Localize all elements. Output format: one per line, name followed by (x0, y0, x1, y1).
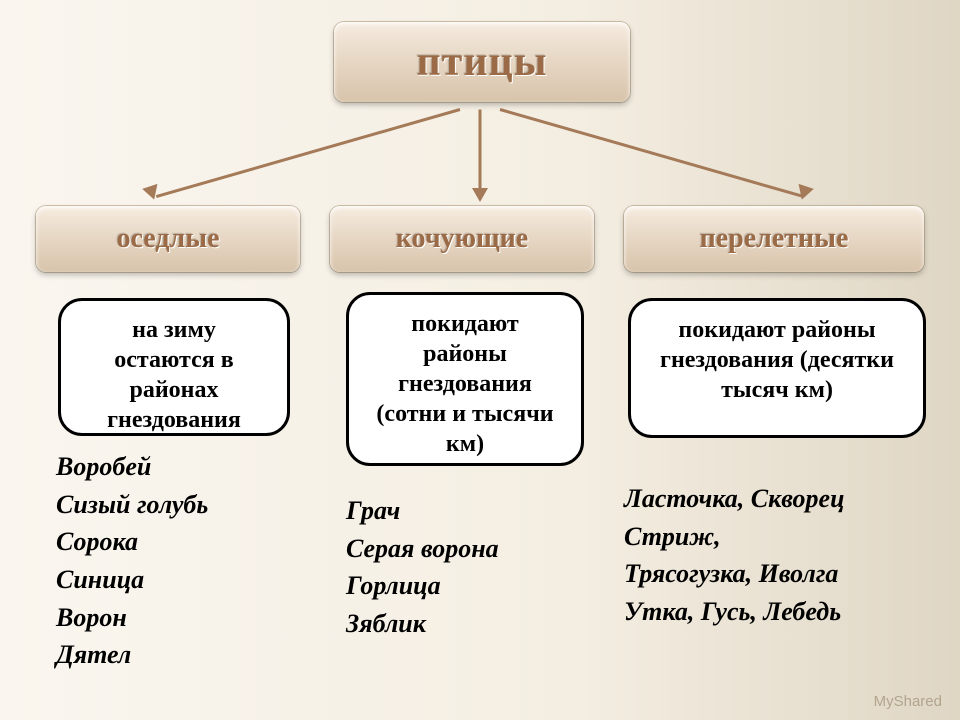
category-desc-0: на зиму остаются в районах гнездования (58, 298, 290, 436)
root-box: птицы (334, 22, 630, 102)
arrow-head (472, 188, 488, 202)
category-label: оседлые (117, 223, 220, 255)
category-box-1: кочующие (330, 206, 594, 272)
category-examples-2: Ласточка, Скворец Стриж, Трясогузка, Иво… (624, 480, 845, 631)
category-label: кочующие (396, 223, 528, 255)
arrow-line (479, 110, 482, 198)
category-box-0: оседлые (36, 206, 300, 272)
category-label: перелетные (700, 223, 849, 255)
arrow-line (156, 108, 461, 198)
category-desc-2: покидают районы гнездования (десятки тыс… (628, 298, 926, 438)
arrow-line (500, 108, 805, 198)
watermark: MyShared (874, 693, 942, 710)
arrow-head (142, 184, 162, 202)
category-examples-0: Воробей Сизый голубь Сорока Синица Ворон… (56, 448, 208, 674)
category-examples-1: Грач Серая ворона Горлица Зяблик (346, 492, 499, 643)
category-box-2: перелетные (624, 206, 924, 272)
category-desc-1: покидают районы гнездования (сотни и тыс… (346, 292, 584, 466)
arrow-head (794, 184, 814, 202)
root-label: птицы (416, 38, 547, 86)
